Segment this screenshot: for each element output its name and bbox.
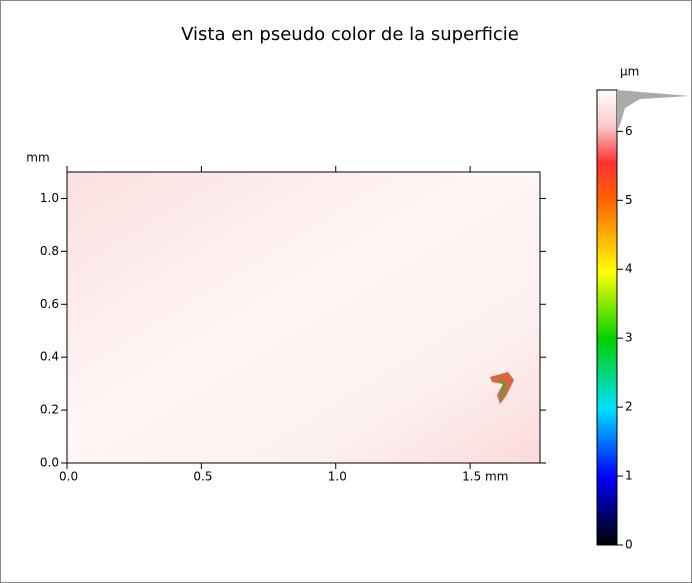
- colorbar-tick-label: 2: [625, 400, 633, 414]
- colorbar-tick-label: 3: [625, 331, 633, 345]
- y-unit: mm: [26, 151, 49, 165]
- x-tick-label: 0.5: [193, 470, 212, 484]
- x-tick-label: 0.0: [59, 470, 78, 484]
- colorbar-tick-label: 0: [625, 538, 633, 552]
- chart-title: Vista en pseudo color de la superficie: [181, 24, 519, 45]
- y-tick-label: 0.0: [40, 456, 59, 470]
- colorbar-tick-label: 4: [625, 262, 633, 276]
- x-tick-label: 1.0: [328, 470, 347, 484]
- x-tick-label: 1.5 mm: [462, 470, 508, 484]
- colorbar-scale: [596, 89, 618, 546]
- colorbar: [596, 89, 690, 546]
- surface-image: [67, 172, 540, 463]
- plot-border: [66, 171, 541, 464]
- colorbar-tick-label: 5: [625, 193, 633, 207]
- colorbar-tick-label: 1: [625, 469, 633, 483]
- surface-defect: [499, 379, 507, 399]
- y-tick-label: 0.6: [40, 297, 59, 311]
- y-tick-label: 0.8: [40, 244, 59, 258]
- colorbar-tick-label: 6: [625, 124, 633, 138]
- y-tick-label: 0.2: [40, 403, 59, 417]
- y-tick-label: 1.0: [40, 191, 59, 205]
- colorbar-unit: µm: [620, 65, 639, 79]
- surface-defect: [490, 372, 514, 404]
- colorbar-histogram: [617, 90, 690, 131]
- plot: [66, 171, 541, 464]
- y-tick-label: 0.4: [40, 350, 59, 364]
